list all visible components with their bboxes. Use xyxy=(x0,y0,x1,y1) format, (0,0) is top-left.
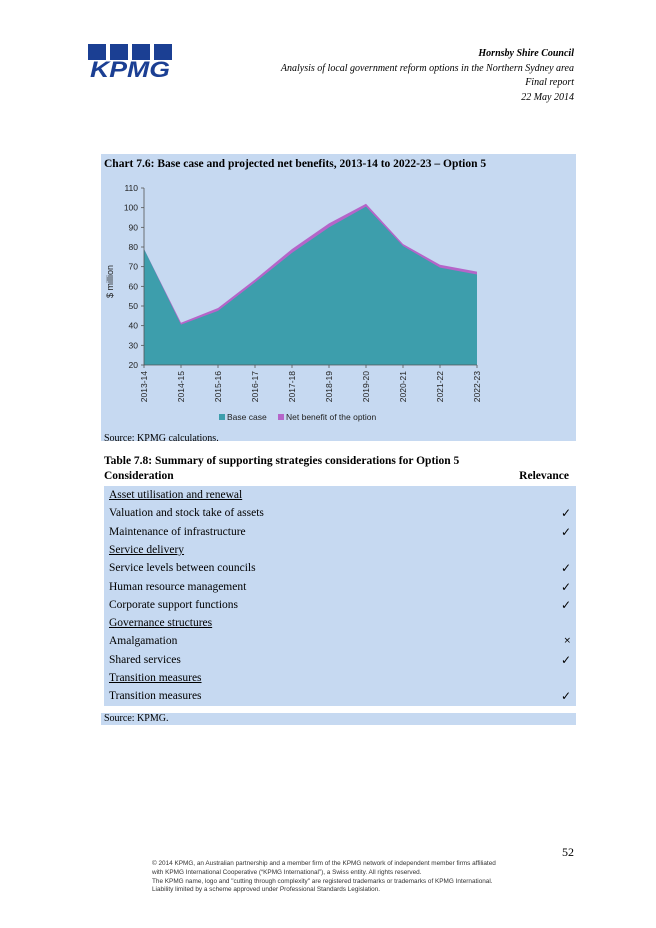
legend-label-net-benefit: Net benefit of the option xyxy=(286,412,377,422)
table-group-row: Service delivery xyxy=(109,541,571,559)
check-icon: ✓ xyxy=(560,597,571,612)
legend-swatch-net-benefit xyxy=(278,414,284,420)
row-label: Service levels between councils xyxy=(109,562,256,575)
table-row: Corporate support functions ✓ xyxy=(109,596,571,614)
table-row: Amalgamation × xyxy=(109,632,571,650)
header-date: 22 May 2014 xyxy=(521,91,574,103)
table-group-row: Transition measures xyxy=(109,669,571,687)
table-row: Maintenance of infrastructure ✓ xyxy=(109,523,571,541)
legend-swatch-base-case xyxy=(219,414,225,420)
page-header: Hornsby Shire Council Analysis of local … xyxy=(281,47,574,105)
y-tick-label: 110 xyxy=(124,183,138,193)
row-label: Transition measures xyxy=(109,672,202,684)
y-tick-label: 80 xyxy=(129,242,139,252)
row-label: Corporate support functions xyxy=(109,598,239,611)
x-tick-label: 2015-16 xyxy=(213,371,223,402)
series-area-base-case xyxy=(144,206,477,365)
table-source: Source: KPMG. xyxy=(101,713,576,725)
kpmg-logo: KPMG xyxy=(88,44,172,80)
chart-source: Source: KPMG calculations. xyxy=(104,433,219,444)
footer-line: © 2014 KPMG, an Australian partnership a… xyxy=(152,860,496,867)
header-report-type: Final report xyxy=(525,77,574,88)
row-label: Amalgamation xyxy=(109,635,178,648)
table-row: Shared services ✓ xyxy=(109,651,571,669)
table-title: Table 7.8: Summary of supporting strateg… xyxy=(104,455,460,467)
header-org: Hornsby Shire Council xyxy=(478,48,574,59)
y-tick-label: 50 xyxy=(129,301,139,311)
y-tick-label: 100 xyxy=(124,203,138,213)
footer: © 2014 KPMG, an Australian partnership a… xyxy=(152,860,532,895)
footer-line: Liability limited by a scheme approved u… xyxy=(152,886,381,894)
area-chart: 20 30 40 50 60 70 80 90 100 110 2013-14 2014-15 2015… xyxy=(105,183,482,422)
check-icon: ✓ xyxy=(560,524,571,539)
x-tick-label: 2017-18 xyxy=(287,371,297,402)
check-icon: ✓ xyxy=(560,652,571,667)
x-tick-label: 2016-17 xyxy=(250,371,260,402)
footer-line: The KPMG name, logo and "cutting through… xyxy=(152,877,493,885)
chart-title: Chart 7.6: Base case and projected net b… xyxy=(104,158,487,170)
check-icon: ✓ xyxy=(560,506,571,521)
row-label: Valuation and stock take of assets xyxy=(109,507,264,520)
y-tick-label: 60 xyxy=(129,281,139,291)
x-tick-label: 2019-20 xyxy=(361,371,371,402)
table-row: Service levels between councils ✓ xyxy=(109,559,571,577)
check-icon: ✓ xyxy=(560,689,571,704)
logo-text: KPMG xyxy=(90,57,170,80)
page-number: 52 xyxy=(562,845,574,859)
x-tick-label: 2022-23 xyxy=(472,371,482,402)
col-header-relevance: Relevance xyxy=(519,470,569,482)
y-tick-label: 40 xyxy=(129,321,139,331)
y-tick-label: 20 xyxy=(129,360,139,370)
table-group-row: Asset utilisation and renewal xyxy=(109,486,571,504)
check-icon: ✓ xyxy=(560,579,571,594)
table-group-row: Governance structures xyxy=(109,614,571,632)
table-row: Transition measures ✓ xyxy=(109,687,571,705)
col-header-consideration: Consideration xyxy=(104,470,174,482)
row-label: Transition measures xyxy=(109,690,202,703)
row-label: Shared services xyxy=(109,653,181,666)
row-label: Human resource management xyxy=(109,580,247,593)
row-label: Maintenance of infrastructure xyxy=(109,525,246,538)
row-label: Governance structures xyxy=(109,617,213,630)
cross-icon: × xyxy=(563,636,571,647)
x-tick-label: 2020-21 xyxy=(398,371,408,402)
y-tick-label: 30 xyxy=(129,340,139,350)
x-tick-label: 2021-22 xyxy=(435,371,445,402)
table-row: Human resource management ✓ xyxy=(109,578,571,596)
table-row: Valuation and stock take of assets ✓ xyxy=(109,504,571,522)
header-subtitle: Analysis of local government reform opti… xyxy=(280,62,574,74)
x-tick-label: 2014-15 xyxy=(176,371,186,402)
row-label: Asset utilisation and renewal xyxy=(109,489,243,501)
check-icon: ✓ xyxy=(560,561,571,576)
y-tick-label: 90 xyxy=(129,222,139,232)
y-tick-label: 70 xyxy=(129,262,139,272)
chart-panel: 20 30 40 50 60 70 80 90 100 110 2013-14 2014-15 2015… xyxy=(101,154,576,444)
x-tick-label: 2013-14 xyxy=(139,371,149,402)
table-body: Asset utilisation and renewal Valuation a… xyxy=(104,486,576,706)
x-tick-label: 2018-19 xyxy=(324,371,334,402)
y-axis-label: $ million xyxy=(105,265,115,298)
row-label: Service delivery xyxy=(109,543,185,556)
footer-line: with KPMG International Cooperative (“KP… xyxy=(152,868,422,876)
legend-label-base-case: Base case xyxy=(227,412,267,422)
